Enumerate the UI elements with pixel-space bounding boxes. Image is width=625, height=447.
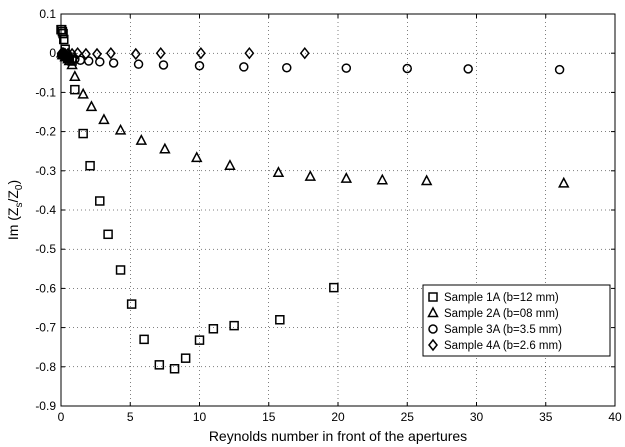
legend-label: Sample 2A (b=08 mm): [444, 308, 559, 320]
data-point: [194, 335, 205, 345]
data-point: [98, 113, 110, 125]
y-axis-label-sub2: 0: [14, 184, 25, 190]
data-point: [158, 60, 169, 70]
data-point: [105, 46, 116, 60]
data-point: [402, 63, 412, 74]
legend-label: Sample 3A (b=3.5 mm): [444, 324, 562, 336]
data-point: [85, 100, 98, 112]
y-tick-label: -0.9: [35, 399, 56, 413]
data-point: [244, 46, 255, 60]
data-point: [208, 324, 219, 334]
data-point: [340, 172, 353, 183]
legend-marker: [428, 338, 438, 352]
data-point: [420, 174, 433, 186]
legend-marker: [428, 324, 438, 334]
data-point: [135, 134, 148, 145]
y-tick-label: -0.7: [35, 321, 56, 335]
x-tick-label: 30: [470, 410, 484, 424]
data-point: [103, 229, 113, 240]
data-point: [92, 47, 102, 61]
data-point: [194, 60, 205, 71]
data-point: [224, 159, 236, 170]
data-point: [463, 64, 473, 74]
data-point: [130, 47, 141, 61]
data-point: [95, 57, 105, 67]
y-tick-label: -0.1: [35, 85, 56, 99]
data-point: [83, 56, 94, 66]
y-tick-label: 0: [49, 46, 56, 60]
data-point: [59, 34, 69, 45]
y-axis-label-end: ): [5, 180, 21, 185]
x-tick-label: 15: [262, 410, 276, 424]
y-tick-label: -0.6: [35, 281, 56, 295]
x-tick-label: 10: [193, 410, 207, 424]
legend-marker: [428, 292, 438, 302]
data-point: [154, 360, 165, 370]
data-point: [554, 64, 565, 75]
data-point: [376, 173, 389, 185]
data-point: [272, 166, 285, 178]
y-axis-label-sub1: s: [14, 203, 25, 208]
data-point: [133, 59, 144, 69]
data-point: [558, 176, 570, 188]
data-point: [195, 46, 206, 60]
data-point: [329, 282, 339, 293]
data-point: [60, 47, 71, 61]
data-point: [169, 364, 180, 374]
data-point: [159, 142, 171, 154]
data-point: [95, 196, 105, 206]
data-point: [190, 151, 203, 163]
data-point: [126, 299, 137, 309]
series-diamond: [56, 46, 310, 61]
data-point: [229, 320, 239, 331]
legend-label: Sample 1A (b=12 mm): [444, 292, 559, 304]
data-point: [239, 62, 249, 72]
data-point: [299, 46, 310, 60]
data-point: [85, 160, 95, 171]
data-point: [155, 46, 166, 60]
data-point: [282, 62, 292, 73]
data-point: [275, 315, 285, 325]
legend-box: [422, 284, 611, 357]
x-tick-label: 35: [539, 410, 553, 424]
x-tick-label: 40: [608, 410, 622, 424]
data-point: [114, 123, 127, 135]
y-axis-label-mid: /Z: [5, 190, 21, 203]
y-tick-label: -0.8: [35, 360, 56, 374]
x-tick-label: 0: [58, 410, 65, 424]
data-point: [115, 265, 126, 275]
y-tick-label: -0.5: [35, 242, 56, 256]
data-point: [180, 353, 191, 363]
data-point: [80, 47, 91, 61]
y-tick-label: -0.4: [35, 203, 56, 217]
y-tick-label: 0.1: [39, 7, 56, 21]
legend: Sample 1A (b=12 mm) Sample 2A (b=08 mm) Sa…: [422, 284, 611, 357]
x-axis-label: Reynolds number in front of the aperture…: [209, 428, 467, 444]
data-point: [77, 87, 89, 99]
y-tick-label: -0.3: [35, 164, 56, 178]
data-point: [58, 28, 68, 39]
legend-label: Sample 4A (b=2.6 mm): [444, 340, 562, 352]
data-point: [70, 84, 80, 95]
y-axis-label-main: Im (Z: [5, 207, 21, 240]
x-tick-label: 25: [401, 410, 415, 424]
data-point: [72, 46, 83, 60]
data-point: [108, 58, 119, 68]
data-point: [62, 47, 73, 61]
data-point: [304, 170, 317, 181]
data-series: [55, 24, 570, 374]
x-tick-label: 5: [127, 410, 134, 424]
x-tick-label: 20: [331, 410, 345, 424]
axis-ticks: 0 5 10 15 20 25 30 35 40 0.1 0 -0.1 -0.2 -0.3 -0.4 -0.5…: [35, 7, 622, 424]
data-point: [78, 128, 88, 139]
legend-marker: [427, 306, 439, 318]
data-point: [341, 63, 352, 73]
y-axis-label: Im (Zs/Z0): [5, 180, 25, 240]
data-point: [66, 58, 78, 70]
data-point: [69, 70, 81, 81]
data-point: [139, 334, 149, 345]
y-tick-label: -0.2: [35, 125, 56, 139]
